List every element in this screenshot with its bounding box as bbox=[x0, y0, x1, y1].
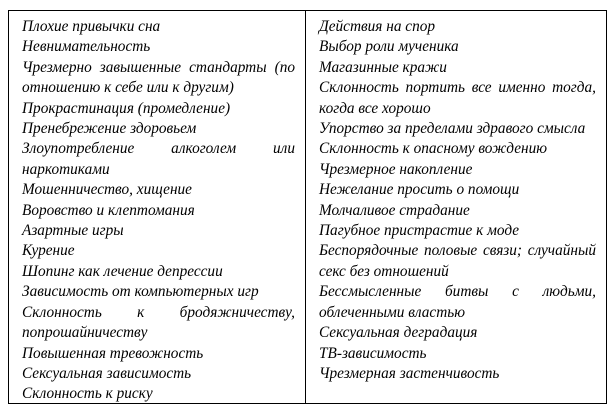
list-item: Сексуальная деградация bbox=[319, 324, 478, 342]
list-item: Чрезмерно завышенные стандарты (по отнош… bbox=[22, 58, 295, 97]
list-item: ТВ-зависимость bbox=[319, 344, 427, 362]
list-item: Склонность к опасному вождению bbox=[319, 140, 548, 158]
list-item: Воровство и клептомания bbox=[22, 201, 195, 219]
list-item: Склонность портить все именно тогда, ког… bbox=[319, 79, 596, 117]
list-item: Азартные игры bbox=[22, 222, 124, 240]
list-item: Чрезмерная застенчивость bbox=[319, 364, 500, 382]
list-item: Беспорядочные половые связи; случайный с… bbox=[319, 242, 596, 280]
list-item: Пагубное пристрастие к моде bbox=[319, 222, 520, 240]
list-item: Курение bbox=[22, 242, 75, 260]
list-item: Действия на спор bbox=[319, 18, 436, 35]
list-item: Невнимательность bbox=[22, 38, 151, 56]
list-item: Магазинные кражи bbox=[319, 58, 447, 76]
habits-table: Плохие привычки сна Невнимательность Чре… bbox=[8, 10, 607, 404]
list-item: Чрезмерное накопление bbox=[319, 160, 473, 178]
list-item: Повышенная тревожность bbox=[22, 344, 204, 362]
left-column-list: Плохие привычки сна Невнимательность Чре… bbox=[22, 17, 295, 403]
list-item: Склонность к риску bbox=[22, 385, 153, 403]
list-item: Плохие привычки сна bbox=[22, 18, 161, 35]
list-item: Выбор роли мученика bbox=[319, 38, 459, 56]
list-item: Мошенничество, хищение bbox=[22, 181, 192, 199]
list-item: Бессмысленные битвы с людьми, облеченным… bbox=[319, 283, 596, 321]
list-item: Пренебрежение здоровьем bbox=[22, 120, 197, 138]
list-item: Склонность к бродяжничеству, попрошайнич… bbox=[22, 303, 295, 342]
table-cell-right: Действия на спор Выбор роли мученика Маг… bbox=[306, 11, 606, 403]
list-item: Упорство за пределами здравого смысла bbox=[319, 120, 586, 138]
list-item: Злоупотребление алкоголем или наркотикам… bbox=[22, 140, 295, 178]
right-column-list: Действия на спор Выбор роли мученика Маг… bbox=[319, 17, 596, 384]
list-item: Шопинг как лечение депрессии bbox=[22, 262, 223, 280]
list-item: Зависимость от компьютерных игр bbox=[22, 283, 259, 301]
list-item: Прокрастинация (промедление) bbox=[22, 99, 231, 117]
table-cell-left: Плохие привычки сна Невнимательность Чре… bbox=[9, 11, 306, 403]
list-item: Сексуальная зависимость bbox=[22, 364, 192, 382]
list-item: Нежелание просить о помощи bbox=[319, 181, 520, 199]
list-item: Молчаливое страдание bbox=[319, 201, 470, 219]
